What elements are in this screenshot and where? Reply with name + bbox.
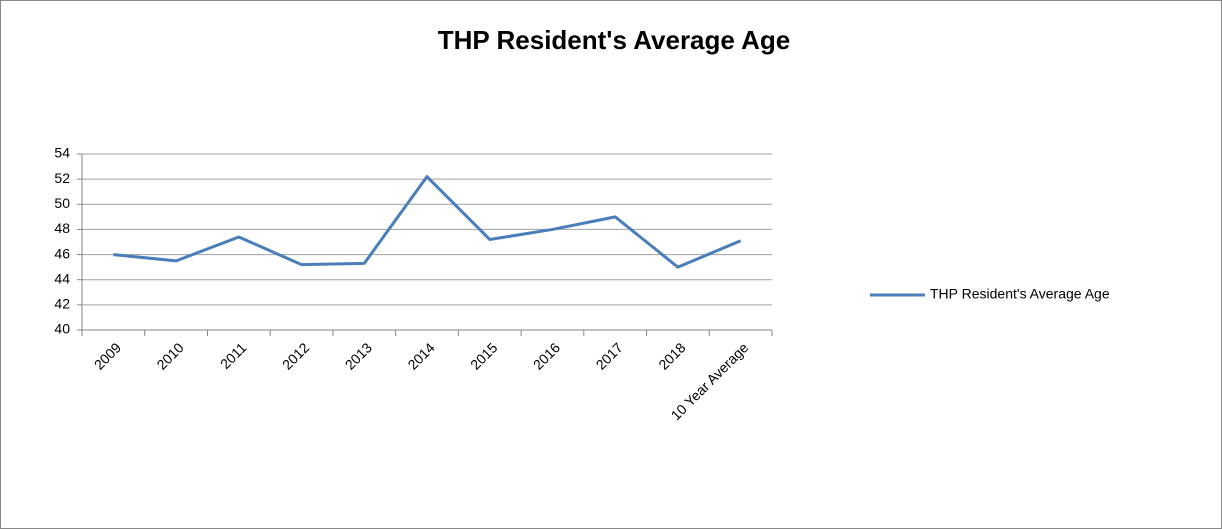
y-tick-label: 44 <box>54 270 70 286</box>
y-tick-label: 42 <box>54 296 70 312</box>
y-tick-label: 50 <box>54 195 70 211</box>
y-tick-label: 48 <box>54 220 70 236</box>
y-tick-label: 54 <box>54 145 70 161</box>
y-tick-label: 46 <box>54 245 70 261</box>
y-tick-label: 52 <box>54 170 70 186</box>
chart-title: THP Resident's Average Age <box>438 25 791 55</box>
legend-label: THP Resident's Average Age <box>930 286 1110 302</box>
data-line <box>113 175 742 269</box>
y-tick-label: 40 <box>54 321 70 337</box>
